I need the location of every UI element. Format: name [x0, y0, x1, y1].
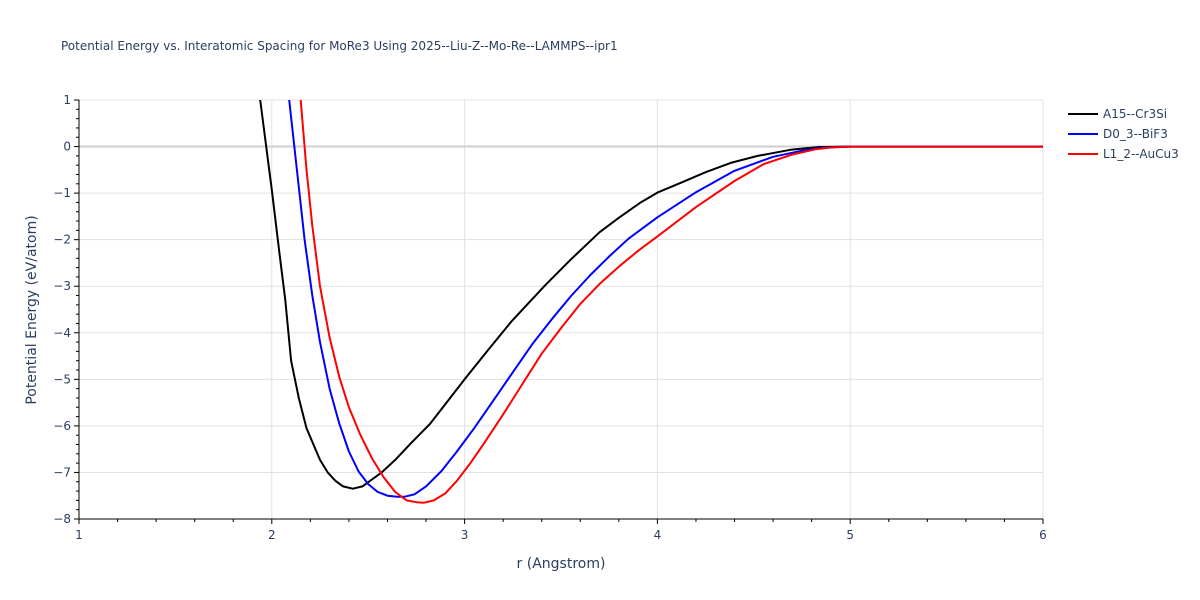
y-tick-label: −1 [53, 186, 71, 200]
x-tick-label: 4 [654, 528, 662, 542]
y-tick-label: 0 [63, 140, 71, 154]
y-tick-label: −3 [53, 279, 71, 293]
series-line-1[interactable] [288, 100, 1043, 498]
series-line-0[interactable] [259, 100, 1043, 490]
y-tick-label: −8 [53, 512, 71, 526]
y-tick-label: −7 [53, 465, 71, 479]
x-tick-label: 1 [75, 528, 83, 542]
axes: 1 2 3 4 5 6 1 0 −1 −2 −3 −4 −5 −6 −7 −8 [53, 93, 1047, 542]
legend-item[interactable]: D0_3--BiF3 [1068, 127, 1168, 141]
legend-item[interactable]: A15--Cr3Si [1068, 107, 1167, 121]
grid-lines [79, 99, 1044, 519]
x-tick-label: 6 [1039, 528, 1047, 542]
x-tick-label: 5 [846, 528, 854, 542]
y-tick-label: −2 [53, 233, 71, 247]
legend-label: A15--Cr3Si [1103, 107, 1167, 121]
y-tick-label: −6 [53, 419, 71, 433]
y-tick-label: 1 [63, 93, 71, 107]
y-tick-label: −5 [53, 372, 71, 386]
y-axis-title: Potential Energy (eV/atom) [24, 215, 40, 404]
x-axis-title: r (Angstrom) [517, 556, 606, 572]
x-tick-label: 3 [461, 528, 469, 542]
x-tick-label: 2 [268, 528, 276, 542]
y-tick-label: −4 [53, 326, 71, 340]
legend[interactable]: A15--Cr3Si D0_3--BiF3 L1_2--AuCu3 [1068, 107, 1179, 161]
legend-label: L1_2--AuCu3 [1103, 147, 1179, 161]
plot-area[interactable] [259, 100, 1043, 504]
chart-title: Potential Energy vs. Interatomic Spacing… [61, 39, 618, 53]
legend-label: D0_3--BiF3 [1103, 127, 1168, 141]
legend-item[interactable]: L1_2--AuCu3 [1068, 147, 1179, 161]
series-line-2[interactable] [299, 100, 1043, 504]
